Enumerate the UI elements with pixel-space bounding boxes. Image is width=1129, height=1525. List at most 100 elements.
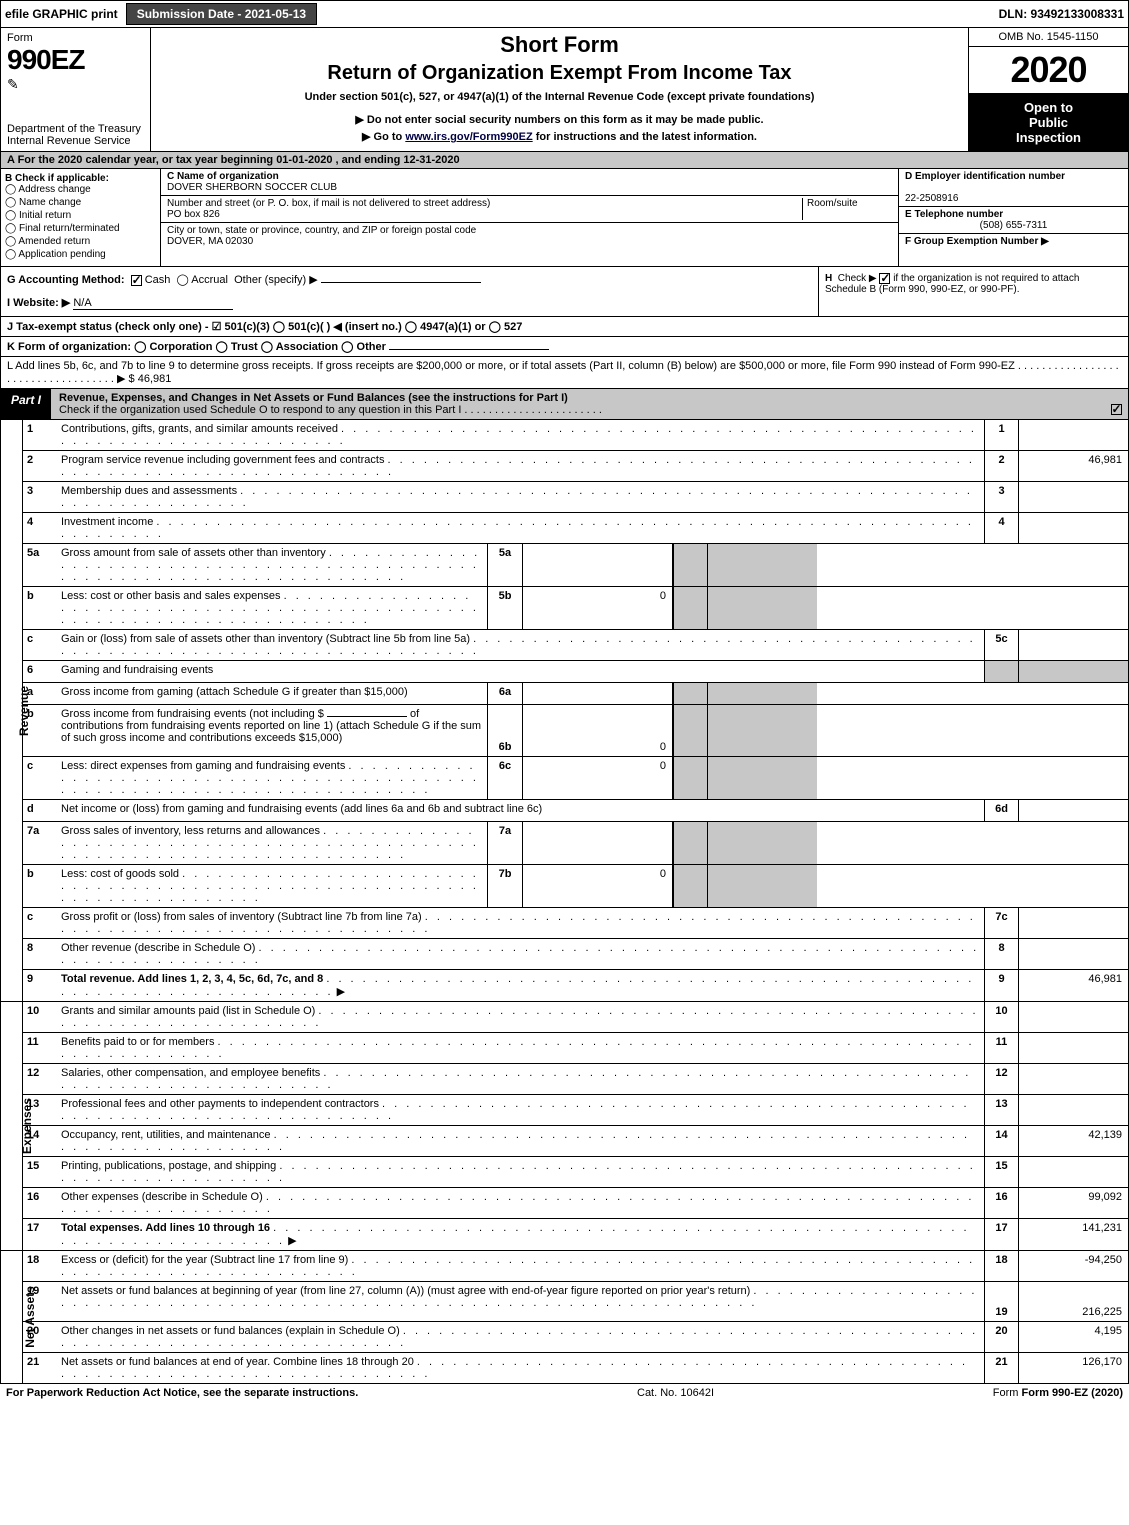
cash-label: Cash — [145, 274, 171, 286]
page-footer: For Paperwork Reduction Act Notice, see … — [0, 1384, 1129, 1402]
chk-address-change[interactable]: ◯ Address change — [5, 184, 156, 195]
omb-number: OMB No. 1545-1150 — [969, 28, 1128, 47]
addr-value: PO box 826 — [167, 209, 220, 220]
open2: Public — [971, 115, 1126, 130]
accrual-label: Accrual — [191, 274, 228, 286]
chk-initial-return[interactable]: ◯ Initial return — [5, 210, 156, 221]
tax-year: 2020 — [969, 47, 1128, 94]
l-amount: 46,981 — [138, 373, 172, 385]
line-7a: 7a Gross sales of inventory, less return… — [23, 821, 1128, 864]
line-7c: c Gross profit or (loss) from sales of i… — [23, 907, 1128, 938]
chk-application-pending[interactable]: ◯ Application pending — [5, 249, 156, 260]
box-c: C Name of organization DOVER SHERBORN SO… — [161, 169, 898, 266]
section-net-assets: Net Assets 18 Excess or (deficit) for th… — [1, 1251, 1128, 1384]
line-19: 19 Net assets or fund balances at beginn… — [23, 1281, 1128, 1321]
chk-h[interactable] — [879, 273, 890, 284]
submission-date-badge: Submission Date - 2021-05-13 — [126, 3, 317, 25]
header-right: OMB No. 1545-1150 2020 Open to Public In… — [968, 28, 1128, 151]
l-text: L Add lines 5b, 6c, and 7b to line 9 to … — [7, 360, 1119, 385]
line-21: 21 Net assets or fund balances at end of… — [23, 1352, 1128, 1383]
line-16: 16 Other expenses (describe in Schedule … — [23, 1187, 1128, 1218]
box-b: B Check if applicable: ◯ Address change … — [1, 169, 161, 266]
part1-tag: Part I — [1, 389, 51, 419]
open3: Inspection — [971, 130, 1126, 145]
header-left: Form 990EZ ✎ Department of the Treasury … — [1, 28, 151, 151]
city-value: DOVER, MA 02030 — [167, 236, 253, 247]
chk-name-change[interactable]: ◯ Name change — [5, 197, 156, 208]
footer-center: Cat. No. 10642I — [637, 1387, 714, 1399]
line-15: 15 Printing, publications, postage, and … — [23, 1156, 1128, 1187]
line-2: 2 Program service revenue including gove… — [23, 450, 1128, 481]
title-return-exempt: Return of Organization Exempt From Incom… — [159, 62, 960, 85]
org-name: DOVER SHERBORN SOCCER CLUB — [167, 182, 337, 193]
addr-label: Number and street (or P. O. box, if mail… — [167, 198, 490, 209]
chk-cash[interactable] — [131, 275, 142, 286]
e-label: E Telephone number — [905, 209, 1003, 220]
line-1: 1 Contributions, gifts, grants, and simi… — [23, 420, 1128, 450]
row-ghi: G Accounting Method: Cash ◯ Accrual Othe… — [0, 267, 1129, 317]
info-grid: B Check if applicable: ◯ Address change … — [0, 169, 1129, 267]
line-14: 14 Occupancy, rent, utilities, and maint… — [23, 1125, 1128, 1156]
line-8: 8 Other revenue (describe in Schedule O)… — [23, 938, 1128, 969]
f-label: F Group Exemption Number ▶ — [905, 236, 1049, 247]
line-9: 9 Total revenue. Add lines 1, 2, 3, 4, 5… — [23, 969, 1128, 1001]
expenses-label: Expenses — [20, 1098, 34, 1154]
title-short-form: Short Form — [159, 32, 960, 58]
line-18: 18 Excess or (deficit) for the year (Sub… — [23, 1251, 1128, 1281]
irs-link[interactable]: www.irs.gov/Form990EZ — [405, 131, 532, 143]
line-7b: b Less: cost of goods sold 7b 0 — [23, 864, 1128, 907]
k-text: K Form of organization: ◯ Corporation ◯ … — [7, 341, 386, 353]
row-a-tax-year: A For the 2020 calendar year, or tax yea… — [0, 152, 1129, 169]
city-label: City or town, state or province, country… — [167, 225, 476, 236]
box-def: D Employer identification number 22-2508… — [898, 169, 1128, 266]
h-text1: Check ▶ — [838, 273, 877, 284]
line-5c: c Gain or (loss) from sale of assets oth… — [23, 629, 1128, 660]
part1-title: Revenue, Expenses, and Changes in Net As… — [59, 392, 568, 404]
room-label: Room/suite — [807, 198, 858, 209]
chk-amended-return[interactable]: ◯ Amended return — [5, 236, 156, 247]
line-20: 20 Other changes in net assets or fund b… — [23, 1321, 1128, 1352]
efile-label: efile GRAPHIC print — [5, 7, 118, 21]
revenue-label: Revenue — [17, 685, 31, 735]
chk-final-return[interactable]: ◯ Final return/terminated — [5, 223, 156, 234]
note-goto-prefix: ▶ Go to — [362, 131, 405, 143]
form-word: Form — [7, 32, 144, 44]
open1: Open to — [971, 100, 1126, 115]
website-value: N/A — [73, 297, 233, 310]
section-revenue: Revenue 1 Contributions, gifts, grants, … — [1, 420, 1128, 1002]
row-l: L Add lines 5b, 6c, and 7b to line 9 to … — [0, 357, 1129, 389]
line-10: 10 Grants and similar amounts paid (list… — [23, 1002, 1128, 1032]
line-17: 17 Total expenses. Add lines 10 through … — [23, 1218, 1128, 1250]
row-j: J Tax-exempt status (check only one) - ☑… — [0, 317, 1129, 337]
part1-checkbox[interactable] — [1111, 404, 1122, 415]
line-5b: b Less: cost or other basis and sales ex… — [23, 586, 1128, 629]
box-h: H Check ▶ if the organization is not req… — [818, 267, 1128, 316]
h-label: H — [825, 273, 832, 284]
row-k: K Form of organization: ◯ Corporation ◯ … — [0, 337, 1129, 357]
phone-value: (508) 655-7311 — [905, 220, 1122, 231]
line-6a: a Gross income from gaming (attach Sched… — [23, 682, 1128, 704]
irs-label: Internal Revenue Service — [7, 135, 144, 147]
line-4: 4 Investment income 4 — [23, 512, 1128, 543]
part1-check-text: Check if the organization used Schedule … — [59, 404, 602, 416]
line-12: 12 Salaries, other compensation, and emp… — [23, 1063, 1128, 1094]
header-center: Short Form Return of Organization Exempt… — [151, 28, 968, 151]
other-label: Other (specify) ▶ — [234, 274, 318, 286]
line-3: 3 Membership dues and assessments 3 — [23, 481, 1128, 512]
line-13: 13 Professional fees and other payments … — [23, 1094, 1128, 1125]
open-public-badge: Open to Public Inspection — [969, 94, 1128, 151]
footer-right: Form Form 990-EZ (2020) — [993, 1387, 1123, 1399]
i-label: I Website: ▶ — [7, 297, 70, 309]
top-bar: efile GRAPHIC print Submission Date - 20… — [0, 0, 1129, 28]
box-b-head: B Check if applicable: — [5, 173, 156, 184]
section-expenses: Expenses 10 Grants and similar amounts p… — [1, 1002, 1128, 1251]
ein-value: 22-2508916 — [905, 193, 958, 204]
j-text: J Tax-exempt status (check only one) - ☑… — [7, 321, 522, 333]
form-number: 990EZ — [7, 44, 144, 76]
subtitle: Under section 501(c), 527, or 4947(a)(1)… — [159, 91, 960, 103]
footer-left: For Paperwork Reduction Act Notice, see … — [6, 1387, 358, 1399]
dept-treasury: Department of the Treasury — [7, 123, 144, 135]
note-goto-suffix: for instructions and the latest informat… — [533, 131, 757, 143]
line-6d: d Net income or (loss) from gaming and f… — [23, 799, 1128, 821]
line-11: 11 Benefits paid to or for members 11 — [23, 1032, 1128, 1063]
